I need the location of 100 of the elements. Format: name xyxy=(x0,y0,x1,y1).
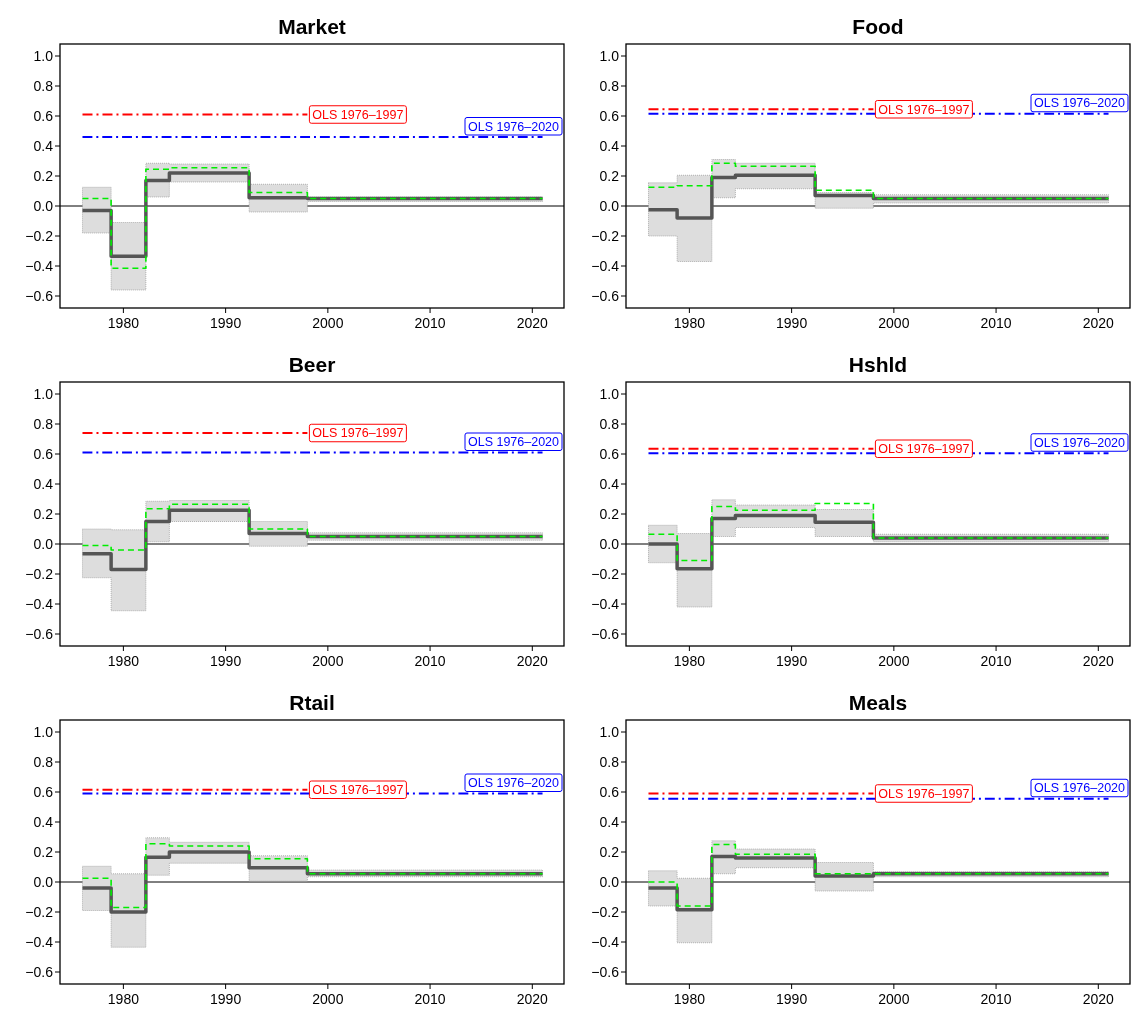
y-tick-label: −0.2 xyxy=(591,903,620,920)
series-label: OLS 1976–1997 xyxy=(312,107,404,122)
x-tick-label: 2020 xyxy=(516,991,549,1007)
x-tick-label: 1980 xyxy=(673,315,706,331)
series-label: OLS 1976–2020 xyxy=(467,776,560,791)
y-tick-label: 0.2 xyxy=(599,505,620,522)
y-tick-label: 0.4 xyxy=(33,137,54,154)
y-tick-label: 0.6 xyxy=(599,107,620,124)
y-tick-label: 1.0 xyxy=(33,385,54,402)
y-tick-label: −0.2 xyxy=(25,565,54,582)
x-tick-label: 2020 xyxy=(1082,653,1115,669)
y-tick-label: −0.2 xyxy=(591,227,620,244)
y-tick-label: −0.6 xyxy=(591,963,620,980)
y-tick-label: 0.8 xyxy=(599,77,620,94)
x-tick-label: 1990 xyxy=(776,653,808,669)
y-tick-label: −0.2 xyxy=(591,565,620,582)
y-tick-label: 0.6 xyxy=(33,107,54,124)
y-tick-label: 0.0 xyxy=(599,535,620,552)
x-tick-label: 2000 xyxy=(312,991,344,1007)
series-label: OLS 1976–2020 xyxy=(467,435,560,450)
y-tick-label: 0.2 xyxy=(33,167,54,184)
x-tick-label: 1990 xyxy=(210,653,242,669)
y-tick-label: 0.0 xyxy=(33,197,54,214)
y-tick-label: −0.4 xyxy=(591,257,620,274)
y-tick-label: −0.4 xyxy=(591,933,620,950)
x-tick-label: 2000 xyxy=(312,315,344,331)
y-tick-label: 0.4 xyxy=(599,813,620,830)
y-tick-label: −0.4 xyxy=(25,257,54,274)
series-label: OLS 1976–1997 xyxy=(878,786,970,801)
y-tick-label: 1.0 xyxy=(33,723,54,740)
x-tick-label: 2010 xyxy=(414,653,446,669)
x-tick-label: 2010 xyxy=(980,315,1012,331)
chart-title: Hshld xyxy=(848,353,908,376)
y-tick-label: −0.4 xyxy=(25,933,54,950)
x-tick-label: 1980 xyxy=(107,315,140,331)
x-tick-label: 2020 xyxy=(516,315,549,331)
y-tick-label: 1.0 xyxy=(599,385,620,402)
y-tick-label: 0.6 xyxy=(599,445,620,462)
x-tick-label: 1980 xyxy=(673,991,706,1007)
y-tick-label: −0.2 xyxy=(25,227,54,244)
y-tick-label: 0.2 xyxy=(599,167,620,184)
y-tick-label: −0.6 xyxy=(25,963,54,980)
y-tick-label: 0.4 xyxy=(599,475,620,492)
y-tick-label: 0.8 xyxy=(599,753,620,770)
series-label: OLS 1976–1997 xyxy=(312,783,404,798)
x-tick-label: 1980 xyxy=(673,653,706,669)
x-tick-label: 1990 xyxy=(210,315,242,331)
y-tick-label: 0.4 xyxy=(33,475,54,492)
x-tick-label: 1990 xyxy=(776,315,808,331)
x-tick-label: 2000 xyxy=(878,653,910,669)
x-tick-label: 1990 xyxy=(776,991,808,1007)
y-tick-label: 0.4 xyxy=(33,813,54,830)
series-label: OLS 1976–2020 xyxy=(1033,781,1126,796)
series-label: OLS 1976–2020 xyxy=(1033,435,1126,450)
y-tick-label: 0.0 xyxy=(33,873,54,890)
y-tick-label: 0.0 xyxy=(599,873,620,890)
y-tick-label: 0.6 xyxy=(33,783,54,800)
y-tick-label: 0.8 xyxy=(33,77,54,94)
y-tick-label: −0.4 xyxy=(25,595,54,612)
y-tick-label: 0.2 xyxy=(599,843,620,860)
y-tick-label: 0.8 xyxy=(599,415,620,432)
y-tick-label: 0.8 xyxy=(33,415,54,432)
series-label: OLS 1976–2020 xyxy=(1033,96,1126,111)
x-tick-label: 2020 xyxy=(1082,991,1115,1007)
x-tick-label: 2020 xyxy=(1082,315,1115,331)
x-tick-label: 2010 xyxy=(980,653,1012,669)
y-tick-label: 0.8 xyxy=(33,753,54,770)
y-tick-label: 0.6 xyxy=(33,445,54,462)
x-tick-label: 1980 xyxy=(107,653,140,669)
y-tick-label: 0.4 xyxy=(599,137,620,154)
x-tick-label: 2010 xyxy=(980,991,1012,1007)
chart-title: Meals xyxy=(848,691,908,714)
series-label: OLS 1976–1997 xyxy=(878,442,970,457)
series-label: OLS 1976–1997 xyxy=(312,426,404,441)
y-tick-label: 0.0 xyxy=(599,197,620,214)
chart-title: Beer xyxy=(288,353,336,376)
series-label: OLS 1976–1997 xyxy=(878,102,970,117)
x-tick-label: 2020 xyxy=(516,653,549,669)
x-tick-label: 2000 xyxy=(878,315,910,331)
x-tick-label: 2010 xyxy=(414,991,446,1007)
y-tick-label: −0.2 xyxy=(25,903,54,920)
y-tick-label: 1.0 xyxy=(599,723,620,740)
y-tick-label: 0.6 xyxy=(599,783,620,800)
y-tick-label: −0.6 xyxy=(591,625,620,642)
series-label: OLS 1976–2020 xyxy=(467,119,560,134)
chart-title: Rtail xyxy=(289,691,335,714)
chart-title: Food xyxy=(852,15,904,38)
x-tick-label: 2000 xyxy=(878,991,910,1007)
y-tick-label: 0.0 xyxy=(33,535,54,552)
chart-title: Market xyxy=(278,15,346,38)
y-tick-label: −0.6 xyxy=(25,625,54,642)
y-tick-label: −0.4 xyxy=(591,595,620,612)
y-tick-label: 0.2 xyxy=(33,505,54,522)
y-tick-label: −0.6 xyxy=(591,287,620,304)
x-tick-label: 2010 xyxy=(414,315,446,331)
x-tick-label: 1980 xyxy=(107,991,140,1007)
x-tick-label: 2000 xyxy=(312,653,344,669)
y-tick-label: 1.0 xyxy=(33,47,54,64)
y-tick-label: 0.2 xyxy=(33,843,54,860)
x-tick-label: 1990 xyxy=(210,991,242,1007)
